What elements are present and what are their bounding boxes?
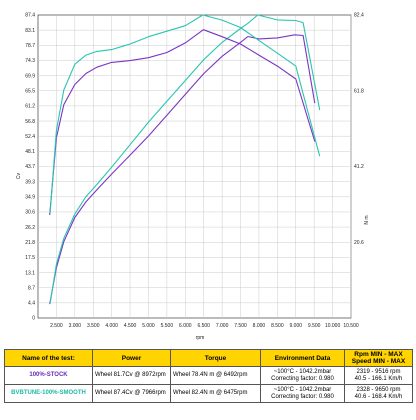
series-line-power-bvbtune-100-smooth <box>49 14 321 304</box>
x-tick-label: 6.500 <box>197 323 210 329</box>
y-right-tick-label: 82.4 <box>354 13 364 19</box>
row1-name: 100%-STOCK <box>4 366 93 385</box>
x-tick-label: 5.000 <box>142 323 155 329</box>
y-left-tick-label: 0 <box>32 316 35 322</box>
y-axis-right-label: N m <box>364 215 370 224</box>
x-tick-label: 7.000 <box>216 323 229 329</box>
x-tick-label: 6.000 <box>179 323 192 329</box>
table-row: BVBTUNE-100%-SMOOTH Wheel 87.4Cv @ 7966r… <box>4 384 413 403</box>
y-left-tick-label: 43.7 <box>25 164 35 170</box>
y-left-tick-label: 56.8 <box>25 119 35 125</box>
row1-speed: 40.5 - 166.1 Km/h <box>354 375 403 382</box>
row2-speed: 40.6 - 168.4 Km/h <box>354 393 403 400</box>
y-left-tick-label: 83.1 <box>25 28 35 34</box>
row2-name: BVBTUNE-100%-SMOOTH <box>4 384 93 403</box>
row1-env: ~100°C - 1042.2mbar Correcting factor: 0… <box>260 366 345 385</box>
y-left-tick-label: 4.4 <box>28 301 35 307</box>
y-left-tick-label: 69.9 <box>25 73 35 79</box>
x-tick-label: 7.500 <box>234 323 247 329</box>
chart-svg: 2.500 3.000 3.500 4.000 4.500 5.000 5.500 6.000… <box>16 13 370 341</box>
y-left-tick-label: 34.9 <box>25 195 35 201</box>
x-axis-label: rpm <box>196 335 205 341</box>
row1-power: Wheel 81.7Cv @ 8972rpm <box>92 366 171 385</box>
y-left-tick-label: 17.5 <box>25 255 35 261</box>
y-left-tick-label: 26.2 <box>25 225 35 231</box>
x-tick-label: 4.000 <box>105 323 118 329</box>
row1-env-factor: Correcting factor: 0.980 <box>271 375 334 382</box>
x-tick-label: 2.500 <box>50 323 63 329</box>
y-left-tick-label: 13.1 <box>25 270 35 276</box>
row2-rpm: 2328 - 9650 rpm <box>356 386 401 393</box>
y-left-tick-label: 74.3 <box>25 58 35 64</box>
x-tick-label: 9.500 <box>308 323 321 329</box>
row1-rpm: 2319 - 9516 rpm <box>356 368 401 375</box>
x-tick-label: 3.000 <box>69 323 82 329</box>
row2-env: ~100°C - 1042.2mbar Correcting factor: 0… <box>260 384 345 403</box>
header-name: Name of the test: <box>4 349 93 367</box>
header-speed: Speed MIN - MAX <box>351 358 406 365</box>
row1-env-conditions: ~100°C - 1042.2mbar <box>273 368 332 375</box>
y-left-tick-label: 8.7 <box>28 285 35 291</box>
series-lines <box>49 14 321 305</box>
results-table: Name of the test: Power Torque Environme… <box>4 349 413 403</box>
y-left-tick-label: 65.5 <box>25 88 35 94</box>
x-tick-label: 9.000 <box>290 323 303 329</box>
series-line-torque-bvbtune-100-smooth <box>49 14 321 214</box>
x-tick-label: 4.500 <box>124 323 137 329</box>
y-left-tick-label: 39.3 <box>25 179 35 185</box>
y-left-tick-label: 21.8 <box>25 240 35 246</box>
y-right-tick-label: 20.6 <box>354 240 364 246</box>
grid <box>37 14 352 319</box>
y-left-tick-label: 48.1 <box>25 149 35 155</box>
table-header-row: Name of the test: Power Torque Environme… <box>4 349 413 367</box>
dyno-chart: 2.500 3.000 3.500 4.000 4.500 5.000 5.500 6.000… <box>16 13 370 341</box>
row2-env-factor: Correcting factor: 0.980 <box>271 393 334 400</box>
row1-rpm-speed: 2319 - 9516 rpm 40.5 - 166.1 Km/h <box>344 366 413 385</box>
y-left-tick-label: 78.7 <box>25 43 35 49</box>
row2-power: Wheel 87.4Cv @ 7966rpm <box>92 384 171 403</box>
row1-torque: Wheel 78.4N m @ 6492rpm <box>170 366 261 385</box>
y-left-tick-label: 52.4 <box>25 134 35 140</box>
table-row: 100%-STOCK Wheel 81.7Cv @ 8972rpm Wheel … <box>4 366 413 385</box>
y-right-tick-label: 61.8 <box>354 88 364 94</box>
x-tick-label: 8.000 <box>253 323 266 329</box>
header-power: Power <box>92 349 171 367</box>
y-left-tick-label: 87.4 <box>25 13 35 19</box>
row2-torque: Wheel 82.4N m @ 6475rpm <box>170 384 261 403</box>
row2-env-conditions: ~100°C - 1042.2mbar <box>273 386 332 393</box>
header-rpm-speed: Rpm MIN - MAX Speed MIN - MAX <box>344 349 413 367</box>
y-left-tick-label: 61.2 <box>25 104 35 110</box>
y-left-tick-label: 30.6 <box>25 210 35 216</box>
series-line-power-100-stock <box>49 34 316 305</box>
x-tick-label: 5.500 <box>161 323 174 329</box>
x-tick-label: 10.000 <box>325 323 341 329</box>
x-tick-label: 3.500 <box>87 323 100 329</box>
x-tick-label: 8.500 <box>271 323 284 329</box>
series-line-torque-100-stock <box>49 29 316 216</box>
y-right-tick-label: 41.2 <box>354 164 364 170</box>
header-env: Environment Data <box>260 349 345 367</box>
x-tick-label: 10.500 <box>343 323 359 329</box>
row2-rpm-speed: 2328 - 9650 rpm 40.6 - 168.4 Km/h <box>344 384 413 403</box>
tick-labels: 2.500 3.000 3.500 4.000 4.500 5.000 5.500 6.000… <box>25 13 364 329</box>
y-axis-left-label: Cv <box>16 172 22 179</box>
header-rpm: Rpm MIN - MAX <box>354 351 403 358</box>
header-torque: Torque <box>170 349 261 367</box>
